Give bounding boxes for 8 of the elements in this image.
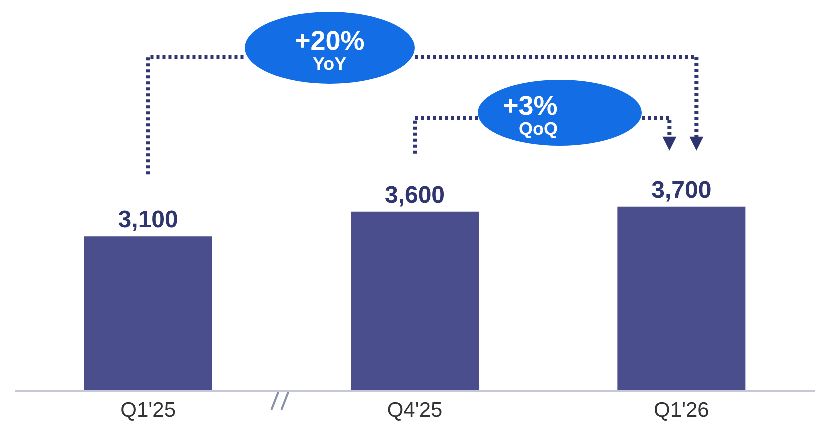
data-label: 3,600 (384, 182, 446, 209)
x-tick-label: Q4'25 (387, 399, 443, 422)
data-label: 3,700 (652, 176, 712, 204)
x-tick-label: Q1'26 (654, 399, 710, 422)
text: +3% QoQ (503, 91, 558, 139)
data-label: 3,100 (118, 206, 178, 234)
text: +20% YoY (295, 26, 365, 74)
x-tick-label: Q1'25 (120, 399, 176, 422)
